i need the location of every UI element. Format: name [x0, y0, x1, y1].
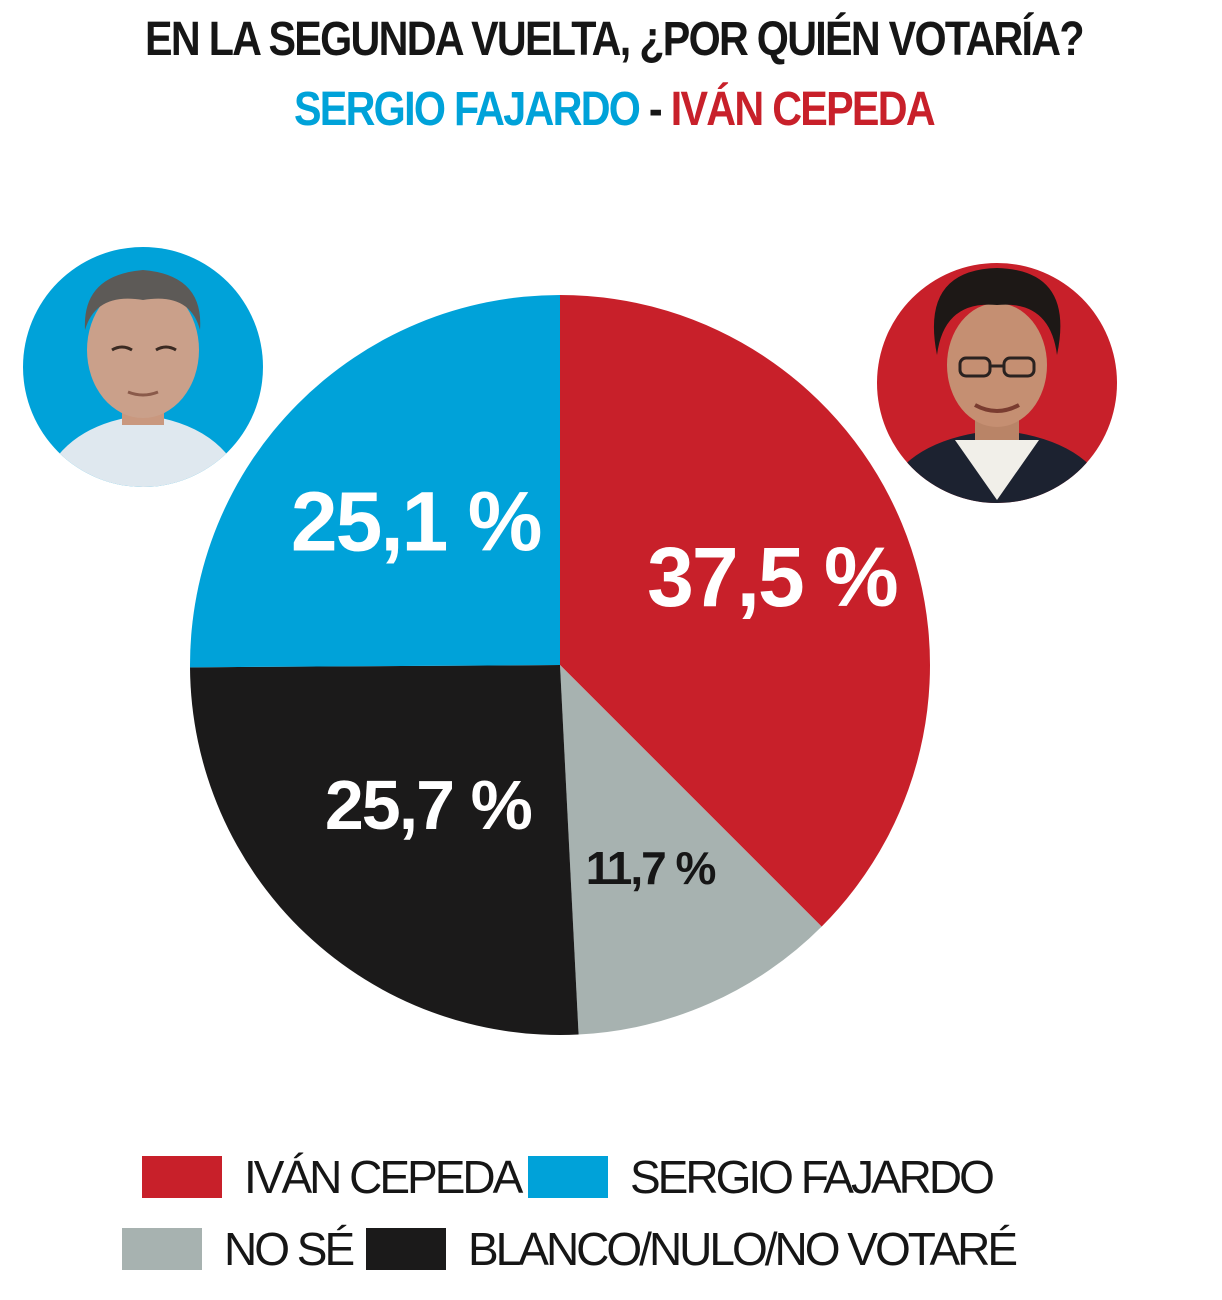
legend-label-cepeda: IVÁN CEPEDA — [244, 1151, 523, 1203]
chart-subtitle: SERGIO FAJARDO - IVÁN CEPEDA — [88, 83, 1139, 137]
legend-label-blanco: BLANCO/NULO/NO VOTARÉ — [468, 1223, 1018, 1275]
subtitle-candidate-a: SERGIO FAJARDO — [293, 83, 641, 136]
pie-slice-blanco — [190, 665, 579, 1035]
data-label-cepeda: 37,5 % — [647, 530, 897, 624]
data-label-nose: 11,7 % — [586, 842, 716, 894]
pie-chart: 37,5 % 11,7 % 25,7 % 25,1 % — [23, 247, 1117, 1035]
legend-swatch-cepeda — [142, 1156, 222, 1198]
subtitle-candidate-b: IVÁN CEPEDA — [670, 83, 936, 136]
legend-swatch-blanco — [366, 1228, 446, 1270]
legend-item-fajardo: SERGIO FAJARDO — [528, 1150, 995, 1204]
pie-slice-cepeda — [560, 295, 930, 927]
chart-title: EN LA SEGUNDA VUELTA, ¿POR QUIÉN VOTARÍA… — [145, 13, 1085, 66]
subtitle-separator: - — [639, 83, 671, 136]
pie-slices — [190, 295, 930, 1035]
pie-slice-fajardo — [190, 295, 560, 668]
legend-label-fajardo: SERGIO FAJARDO — [630, 1151, 995, 1203]
pie-labels: 37,5 % 11,7 % 25,7 % 25,1 % — [291, 475, 899, 894]
portrait-fajardo-icon — [23, 247, 263, 487]
pie-slice-nose — [560, 665, 822, 1035]
legend-label-nose: NO SÉ — [224, 1223, 355, 1275]
data-label-blanco: 25,7 % — [325, 766, 532, 844]
legend-swatch-fajardo — [528, 1156, 608, 1198]
portrait-cepeda-icon — [877, 263, 1117, 503]
legend-item-cepeda: IVÁN CEPEDA — [142, 1150, 523, 1204]
legend-item-blanco: BLANCO/NULO/NO VOTARÉ — [366, 1222, 1018, 1276]
data-label-fajardo: 25,1 % — [291, 475, 541, 569]
legend-item-nose: NO SÉ — [122, 1222, 355, 1276]
legend-swatch-nose — [122, 1228, 202, 1270]
